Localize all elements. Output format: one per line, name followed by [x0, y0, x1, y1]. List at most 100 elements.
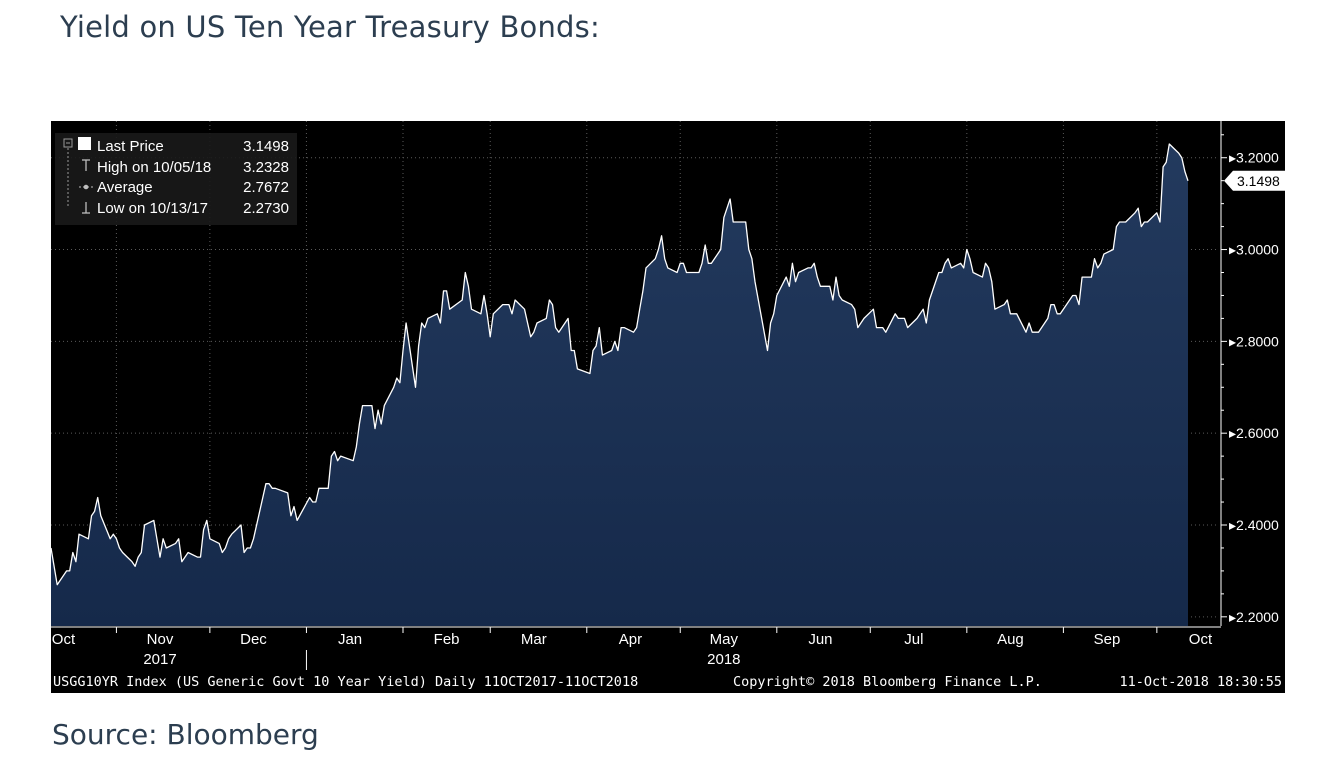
data-point	[268, 482, 271, 485]
data-point	[1031, 331, 1034, 334]
data-point	[162, 537, 165, 540]
data-point	[940, 271, 943, 274]
data-point	[402, 349, 405, 352]
x-tick-label: Jan	[338, 631, 362, 648]
data-point	[747, 248, 750, 251]
data-point	[710, 262, 713, 265]
data-point	[140, 551, 143, 554]
data-point	[950, 266, 953, 269]
data-point	[205, 519, 208, 522]
data-point	[507, 303, 510, 306]
data-point	[1115, 225, 1118, 228]
data-point	[797, 271, 800, 274]
data-point	[785, 276, 788, 279]
data-point	[1187, 179, 1190, 182]
data-point	[380, 423, 383, 426]
data-point	[1099, 262, 1102, 265]
data-point	[1102, 253, 1105, 256]
data-point	[981, 276, 984, 279]
data-point	[570, 349, 573, 352]
data-point	[903, 317, 906, 320]
data-point	[859, 322, 862, 325]
data-point	[112, 533, 115, 536]
data-point	[697, 271, 700, 274]
data-point	[548, 299, 551, 302]
data-point	[374, 427, 377, 430]
data-point	[448, 308, 451, 311]
data-point	[819, 285, 822, 288]
data-point	[1143, 221, 1146, 224]
data-point	[567, 317, 570, 320]
data-point	[202, 528, 205, 531]
data-point	[370, 404, 373, 407]
data-point	[355, 446, 358, 449]
yield-chart: ▸2.2000 ▸2.4000 ▸2.6000 ▸2.8000 ▸3.0000 ▸3.20…	[50, 121, 1302, 690]
data-point	[1121, 221, 1124, 224]
series-line	[50, 143, 1189, 586]
data-point	[467, 285, 470, 288]
y-tick-label: ▸2.2000	[1229, 609, 1279, 625]
data-point	[965, 248, 968, 251]
data-point	[423, 326, 426, 329]
data-point	[595, 345, 598, 348]
data-point	[788, 285, 791, 288]
data-point	[688, 271, 691, 274]
data-point	[442, 289, 445, 292]
data-point	[514, 299, 517, 302]
legend-collapse-icon[interactable]	[63, 138, 73, 148]
x-tick-label: Jun	[808, 631, 832, 648]
data-point	[701, 262, 704, 265]
data-point	[588, 372, 591, 375]
data-point	[660, 234, 663, 237]
data-point	[1124, 221, 1127, 224]
data-point	[461, 299, 464, 302]
data-point	[93, 510, 96, 513]
data-point	[115, 537, 118, 540]
x-tick-label: Apr	[619, 631, 642, 648]
data-point	[439, 322, 442, 325]
data-point	[137, 556, 140, 559]
data-point	[187, 551, 190, 554]
yield-area	[51, 144, 1188, 626]
data-point	[501, 303, 504, 306]
data-point	[1074, 294, 1077, 297]
data-point	[635, 326, 638, 329]
legend: Last Price 3.1498 High on 10/05/18 3.232…	[55, 133, 297, 225]
x-year-label: 2017	[143, 651, 176, 668]
data-point	[1015, 312, 1018, 315]
x-tick-label: Jul	[904, 631, 923, 648]
data-point	[180, 560, 183, 563]
data-point	[208, 537, 211, 540]
y-axis: ▸2.2000 ▸2.4000 ▸2.6000 ▸2.8000 ▸3.0000 ▸3.20…	[1220, 121, 1302, 626]
data-point	[511, 312, 514, 315]
data-point	[551, 303, 554, 306]
data-point	[249, 547, 252, 550]
data-point	[1183, 170, 1186, 173]
data-point	[772, 312, 775, 315]
data-point	[224, 547, 227, 550]
data-point	[682, 262, 685, 265]
data-point	[944, 262, 947, 265]
data-point	[1009, 312, 1012, 315]
data-point	[922, 308, 925, 311]
data-point	[308, 496, 311, 499]
y-tick-label: ▸2.4000	[1229, 517, 1279, 533]
data-point	[601, 354, 604, 357]
data-point	[928, 299, 931, 302]
data-point	[464, 271, 467, 274]
data-point	[754, 280, 757, 283]
data-point	[426, 317, 429, 320]
data-point	[155, 537, 158, 540]
data-point	[274, 487, 277, 490]
legend-high-label: High on 10/05/18	[97, 159, 211, 176]
data-point	[704, 244, 707, 247]
data-point	[610, 349, 613, 352]
data-point	[850, 303, 853, 306]
data-point	[638, 308, 641, 311]
data-point	[1146, 221, 1149, 224]
data-point	[1006, 299, 1009, 302]
data-point	[230, 533, 233, 536]
data-point	[68, 569, 71, 572]
footer-series-info: USGG10YR Index (US Generic Govt 10 Year …	[53, 674, 638, 690]
data-point	[719, 248, 722, 251]
